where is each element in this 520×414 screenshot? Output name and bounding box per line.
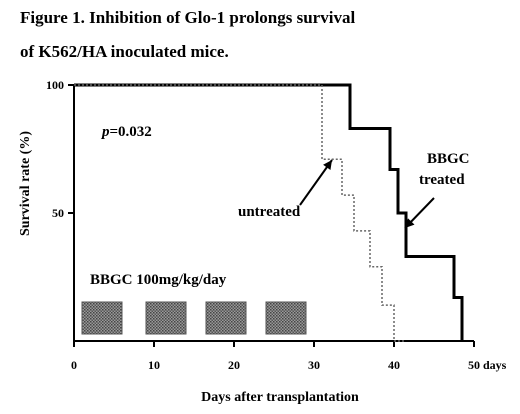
dosing-block bbox=[265, 301, 307, 335]
x-tick-label: 10 bbox=[148, 358, 160, 372]
dosing-block bbox=[81, 301, 123, 335]
y-axis-label: Survival rate (%) bbox=[18, 131, 33, 236]
untreated-arrow-shaft bbox=[299, 159, 333, 206]
survival-lines bbox=[74, 83, 464, 342]
treated-label-line2: treated bbox=[419, 172, 465, 188]
annotation-arrows bbox=[299, 159, 435, 229]
untreated-survival-line bbox=[74, 84, 406, 342]
treated-arrow bbox=[404, 197, 435, 229]
figure-title-line1: Figure 1. Inhibition of Glo-1 prolongs s… bbox=[20, 8, 356, 27]
x-tick-label: 30 bbox=[308, 358, 320, 372]
y-tick-label: 100 bbox=[46, 78, 64, 92]
chart-ticks: 0 10 20 30 40 50 days 50 100 bbox=[46, 78, 507, 372]
dosing-blocks bbox=[81, 301, 307, 335]
y-tick-label: 50 bbox=[52, 206, 64, 220]
x-tick-label: 0 bbox=[71, 358, 77, 372]
p-value-annotation: p=0.032 bbox=[102, 124, 152, 141]
dosing-block bbox=[145, 301, 187, 335]
treated-survival-line bbox=[74, 83, 464, 341]
p-value-text: =0.032 bbox=[109, 124, 152, 140]
x-tick-label: 50 days bbox=[468, 358, 507, 372]
dosing-label: BBGC 100mg/kg/day bbox=[90, 272, 227, 288]
treated-label-line1: BBGC bbox=[427, 151, 470, 167]
p-value-symbol: p bbox=[102, 124, 110, 140]
x-tick-label: 40 bbox=[388, 358, 400, 372]
untreated-arrow bbox=[299, 159, 333, 206]
untreated-arrow-head bbox=[323, 160, 332, 170]
figure-title-line2: of K562/HA inoculated mice. bbox=[20, 42, 229, 61]
treated-arrow-head bbox=[405, 218, 415, 228]
x-tick-label: 20 bbox=[228, 358, 240, 372]
dosing-block bbox=[205, 301, 247, 335]
x-axis-label: Days after transplantation bbox=[201, 390, 359, 405]
untreated-label: untreated bbox=[238, 204, 301, 220]
